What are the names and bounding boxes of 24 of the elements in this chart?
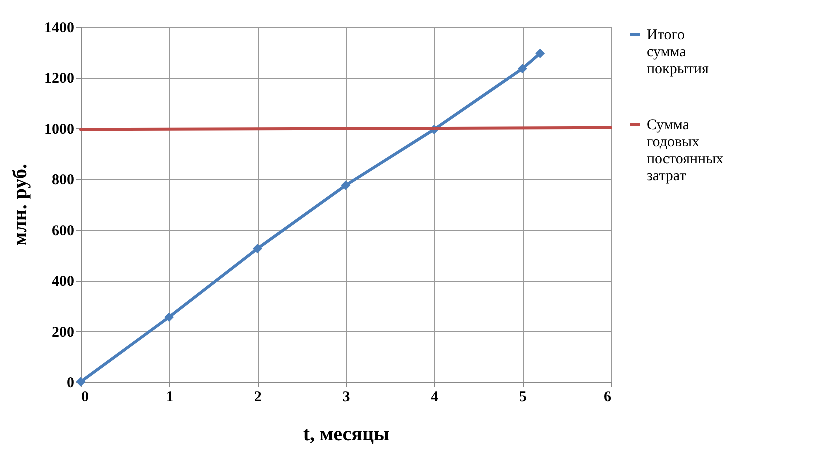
point — [164, 312, 174, 322]
point — [252, 244, 262, 254]
y-tick-label: 1000 — [44, 122, 74, 138]
x-tick-label: 1 — [166, 390, 174, 406]
y-tick-label: 400 — [52, 274, 74, 290]
y-tick-label: 200 — [52, 324, 74, 341]
y-tick-label: 1400 — [44, 20, 74, 36]
x-axis-title: t, месяцы — [303, 424, 390, 446]
x-tick-label: 3 — [342, 390, 350, 406]
legend-label: Итого сумма покрытия — [647, 28, 709, 78]
point — [518, 64, 528, 74]
y-tick-label: 600 — [52, 223, 74, 240]
x-tick-label: 0 — [82, 390, 89, 406]
y-tick-label: 0 — [67, 376, 74, 392]
y-axis-title: млн. руб. — [10, 164, 32, 246]
x-tick-label: 5 — [519, 390, 527, 406]
y-tick-label: 1200 — [44, 71, 74, 88]
legend-label: Сумма годовых постоянных затрат — [647, 118, 724, 184]
x-tick-label: 2 — [254, 390, 262, 406]
x-tick-label: 4 — [431, 390, 440, 406]
x-tick-label: 6 — [604, 390, 612, 406]
point — [341, 180, 351, 190]
point — [536, 48, 546, 58]
y-tick-label: 800 — [52, 172, 74, 189]
